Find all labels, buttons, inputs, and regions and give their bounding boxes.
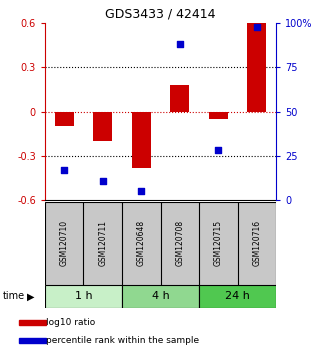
Point xyxy=(254,24,259,29)
Bar xyxy=(199,285,276,308)
Text: time: time xyxy=(3,291,25,302)
Point xyxy=(62,167,67,173)
Bar xyxy=(55,112,74,126)
Bar xyxy=(45,285,122,308)
Bar xyxy=(170,85,189,112)
Text: percentile rank within the sample: percentile rank within the sample xyxy=(47,336,200,345)
Bar xyxy=(247,23,266,112)
Point xyxy=(139,188,144,194)
Bar xyxy=(19,338,47,343)
Bar xyxy=(122,285,199,308)
Text: GSM120716: GSM120716 xyxy=(252,220,261,267)
Text: GSM120715: GSM120715 xyxy=(214,220,223,267)
Text: 1 h: 1 h xyxy=(75,291,92,302)
Text: log10 ratio: log10 ratio xyxy=(47,318,96,327)
Title: GDS3433 / 42414: GDS3433 / 42414 xyxy=(105,7,216,21)
Bar xyxy=(19,320,47,325)
Bar xyxy=(132,112,151,167)
Text: GSM120708: GSM120708 xyxy=(175,220,184,267)
Point xyxy=(100,178,105,183)
Bar xyxy=(93,112,112,141)
Bar xyxy=(209,112,228,119)
Text: GSM120648: GSM120648 xyxy=(137,220,146,267)
Text: 24 h: 24 h xyxy=(225,291,250,302)
Point xyxy=(177,41,182,47)
Text: 4 h: 4 h xyxy=(152,291,169,302)
Point xyxy=(216,148,221,153)
Text: ▶: ▶ xyxy=(27,291,35,302)
Text: GSM120710: GSM120710 xyxy=(60,220,69,267)
Text: GSM120711: GSM120711 xyxy=(98,221,107,266)
